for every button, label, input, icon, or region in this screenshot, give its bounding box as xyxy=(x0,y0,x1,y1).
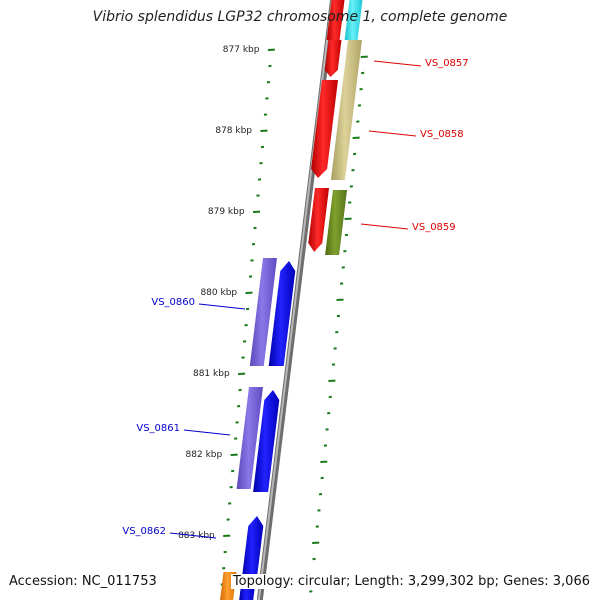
scale-label: 879 kbp xyxy=(208,207,245,217)
gene-label-leader xyxy=(374,61,421,66)
gene-label-leader xyxy=(199,304,245,309)
gene-label-leader xyxy=(361,224,408,229)
scale-label: 877 kbp xyxy=(223,45,260,55)
gene-label: VS_0857 xyxy=(425,58,469,69)
accession-text: Accession: NC_011753 xyxy=(7,574,159,589)
gene-label-leader xyxy=(369,131,416,136)
topology-text: Topology: circular; Length: 3,299,302 bp… xyxy=(231,574,592,589)
gene-label: VS_0859 xyxy=(412,222,456,233)
olive-gene-bar xyxy=(325,190,347,255)
scale-label: 878 kbp xyxy=(215,126,252,136)
gene-label: VS_0862 xyxy=(122,526,166,537)
scale-label: 882 kbp xyxy=(186,450,223,460)
blue-gene-arrow xyxy=(242,516,263,578)
gene-label-leader xyxy=(184,430,230,435)
scale-label: 880 kbp xyxy=(200,288,237,298)
gene-label: VS_0860 xyxy=(151,297,195,308)
gene-label: VS_0861 xyxy=(136,423,180,434)
map-title: Vibrio splendidus LGP32 chromosome 1, co… xyxy=(0,9,600,25)
scale-label: 881 kbp xyxy=(193,369,230,379)
gene-label: VS_0858 xyxy=(420,129,464,140)
